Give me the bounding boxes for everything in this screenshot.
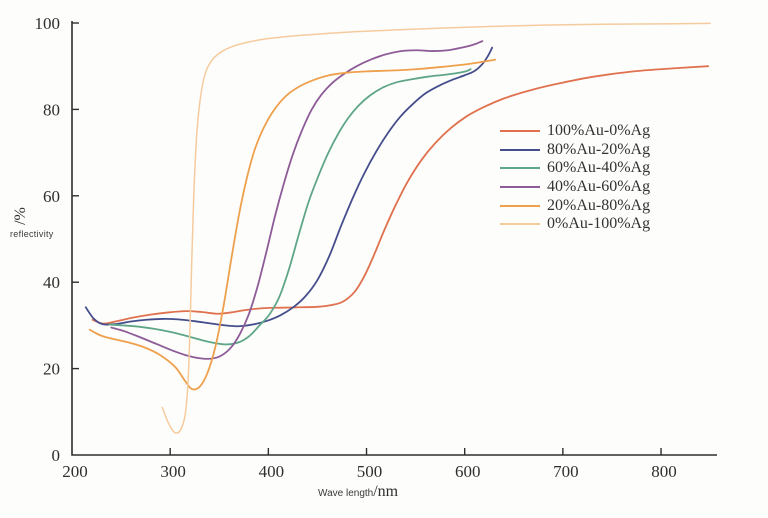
legend-line-swatch	[500, 148, 540, 151]
x-tick-label-600: 600	[455, 462, 481, 481]
curve-100Au_0Ag	[91, 65, 710, 325]
legend-row: 20%Au-80%Ag	[500, 196, 650, 215]
curve-0Au_100Ag	[161, 22, 711, 434]
legend-row: 80%Au-20%Ag	[500, 141, 650, 160]
legend-label: 80%Au-20%Ag	[547, 140, 651, 158]
chart-legend: 100%Au-0%Ag 80%Au-20%Ag 60%Au-40%Ag 40%Au-6…	[500, 122, 650, 234]
curve-20Au_80Ag	[88, 58, 497, 391]
legend-line-swatch	[500, 167, 540, 170]
legend-line-swatch	[500, 130, 540, 133]
legend-row: 40%Au-60%Ag	[500, 178, 650, 197]
curve-40Au_60Ag	[110, 40, 484, 360]
x-tick-label-200: 200	[62, 462, 88, 481]
x-tick-label-300: 300	[160, 462, 186, 481]
x-tick-label-500: 500	[357, 462, 383, 481]
legend-label: 60%Au-40%Ag	[547, 159, 651, 177]
legend-row: 100%Au-0%Ag	[500, 122, 650, 141]
y-tick-label-80: 80	[43, 100, 60, 119]
legend-label: 40%Au-60%Ag	[547, 178, 651, 196]
legend-line-swatch	[500, 223, 540, 226]
axis-lines	[71, 21, 717, 456]
x-axis-unit-label: /nm	[373, 483, 399, 500]
x-tick-label-400: 400	[259, 462, 285, 481]
legend-label: 100%Au-0%Ag	[547, 122, 651, 140]
y-tick-label-60: 60	[43, 187, 60, 206]
x-tick-label-700: 700	[553, 462, 579, 481]
y-axis-unit-label: /%	[12, 207, 29, 225]
legend-line-swatch	[500, 204, 540, 207]
y-tick-label-40: 40	[43, 273, 60, 292]
curve-80Au_20Ag	[84, 46, 494, 328]
x-tick-label-800: 800	[651, 462, 677, 481]
legend-line-swatch	[500, 186, 540, 189]
legend-row: 60%Au-40%Ag	[500, 159, 650, 178]
y-tick-label-0: 0	[52, 446, 61, 465]
x-axis-title-text: Wave length	[318, 488, 374, 499]
legend-label: 0%Au-100%Ag	[547, 215, 651, 233]
y-tick-label-100: 100	[35, 14, 61, 33]
y-axis-title: reflectivity	[10, 229, 54, 239]
curve-60Au_40Ag	[108, 68, 472, 346]
y-tick-label-20: 20	[43, 360, 60, 379]
x-axis-title: Wave length/nm	[318, 483, 398, 501]
legend-row: 0%Au-100%Ag	[500, 215, 650, 234]
legend-label: 20%Au-80%Ag	[547, 196, 651, 214]
